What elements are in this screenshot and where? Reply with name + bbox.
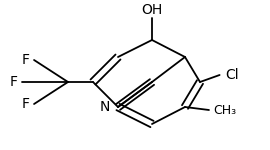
Text: OH: OH <box>141 3 163 17</box>
Text: F: F <box>22 53 30 67</box>
Text: F: F <box>10 75 18 89</box>
Text: N: N <box>100 100 110 114</box>
Text: Cl: Cl <box>225 68 239 82</box>
Text: F: F <box>22 97 30 111</box>
Text: CH₃: CH₃ <box>213 103 236 117</box>
